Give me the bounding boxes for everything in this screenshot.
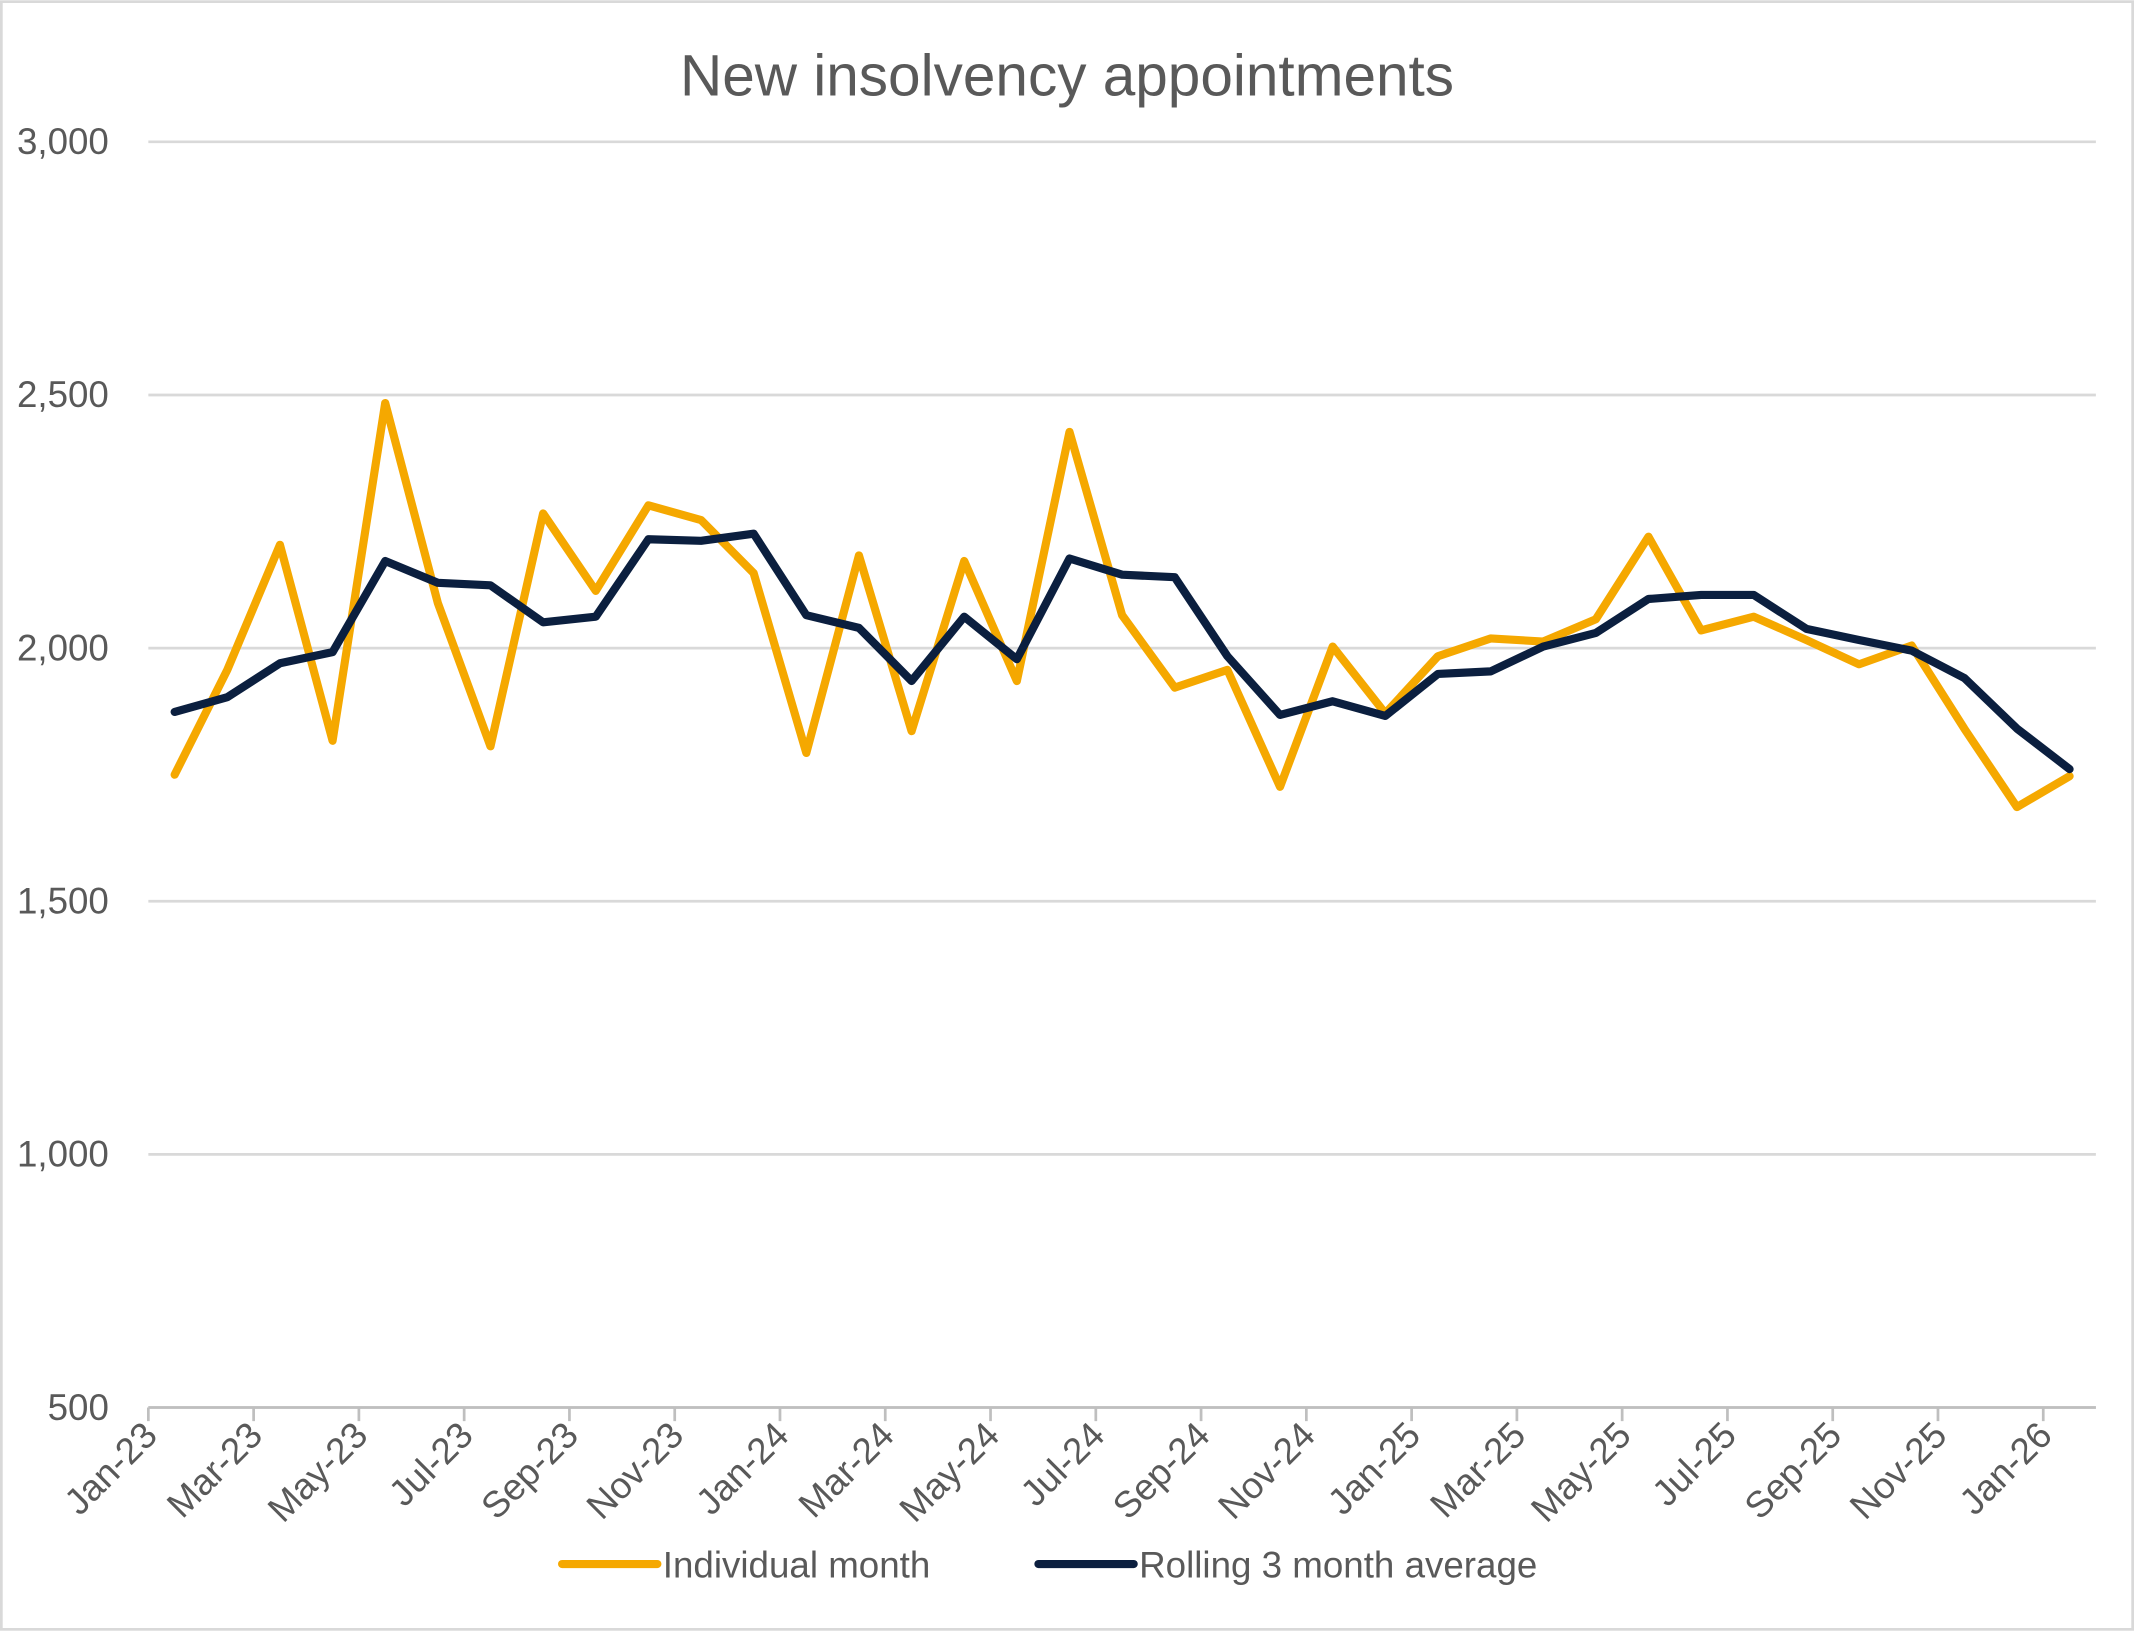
y-tick-label: 1,500 <box>17 880 109 921</box>
legend-label: Individual month <box>663 1545 931 1586</box>
y-tick-label: 2,000 <box>17 627 109 668</box>
y-tick-label: 1,000 <box>17 1134 109 1175</box>
y-tick-label: 500 <box>48 1387 109 1428</box>
y-tick-label: 3,000 <box>17 121 109 162</box>
legend-label: Rolling 3 month average <box>1139 1545 1537 1586</box>
chart-title: New insolvency appointments <box>680 44 1454 109</box>
y-tick-label: 2,500 <box>17 374 109 415</box>
